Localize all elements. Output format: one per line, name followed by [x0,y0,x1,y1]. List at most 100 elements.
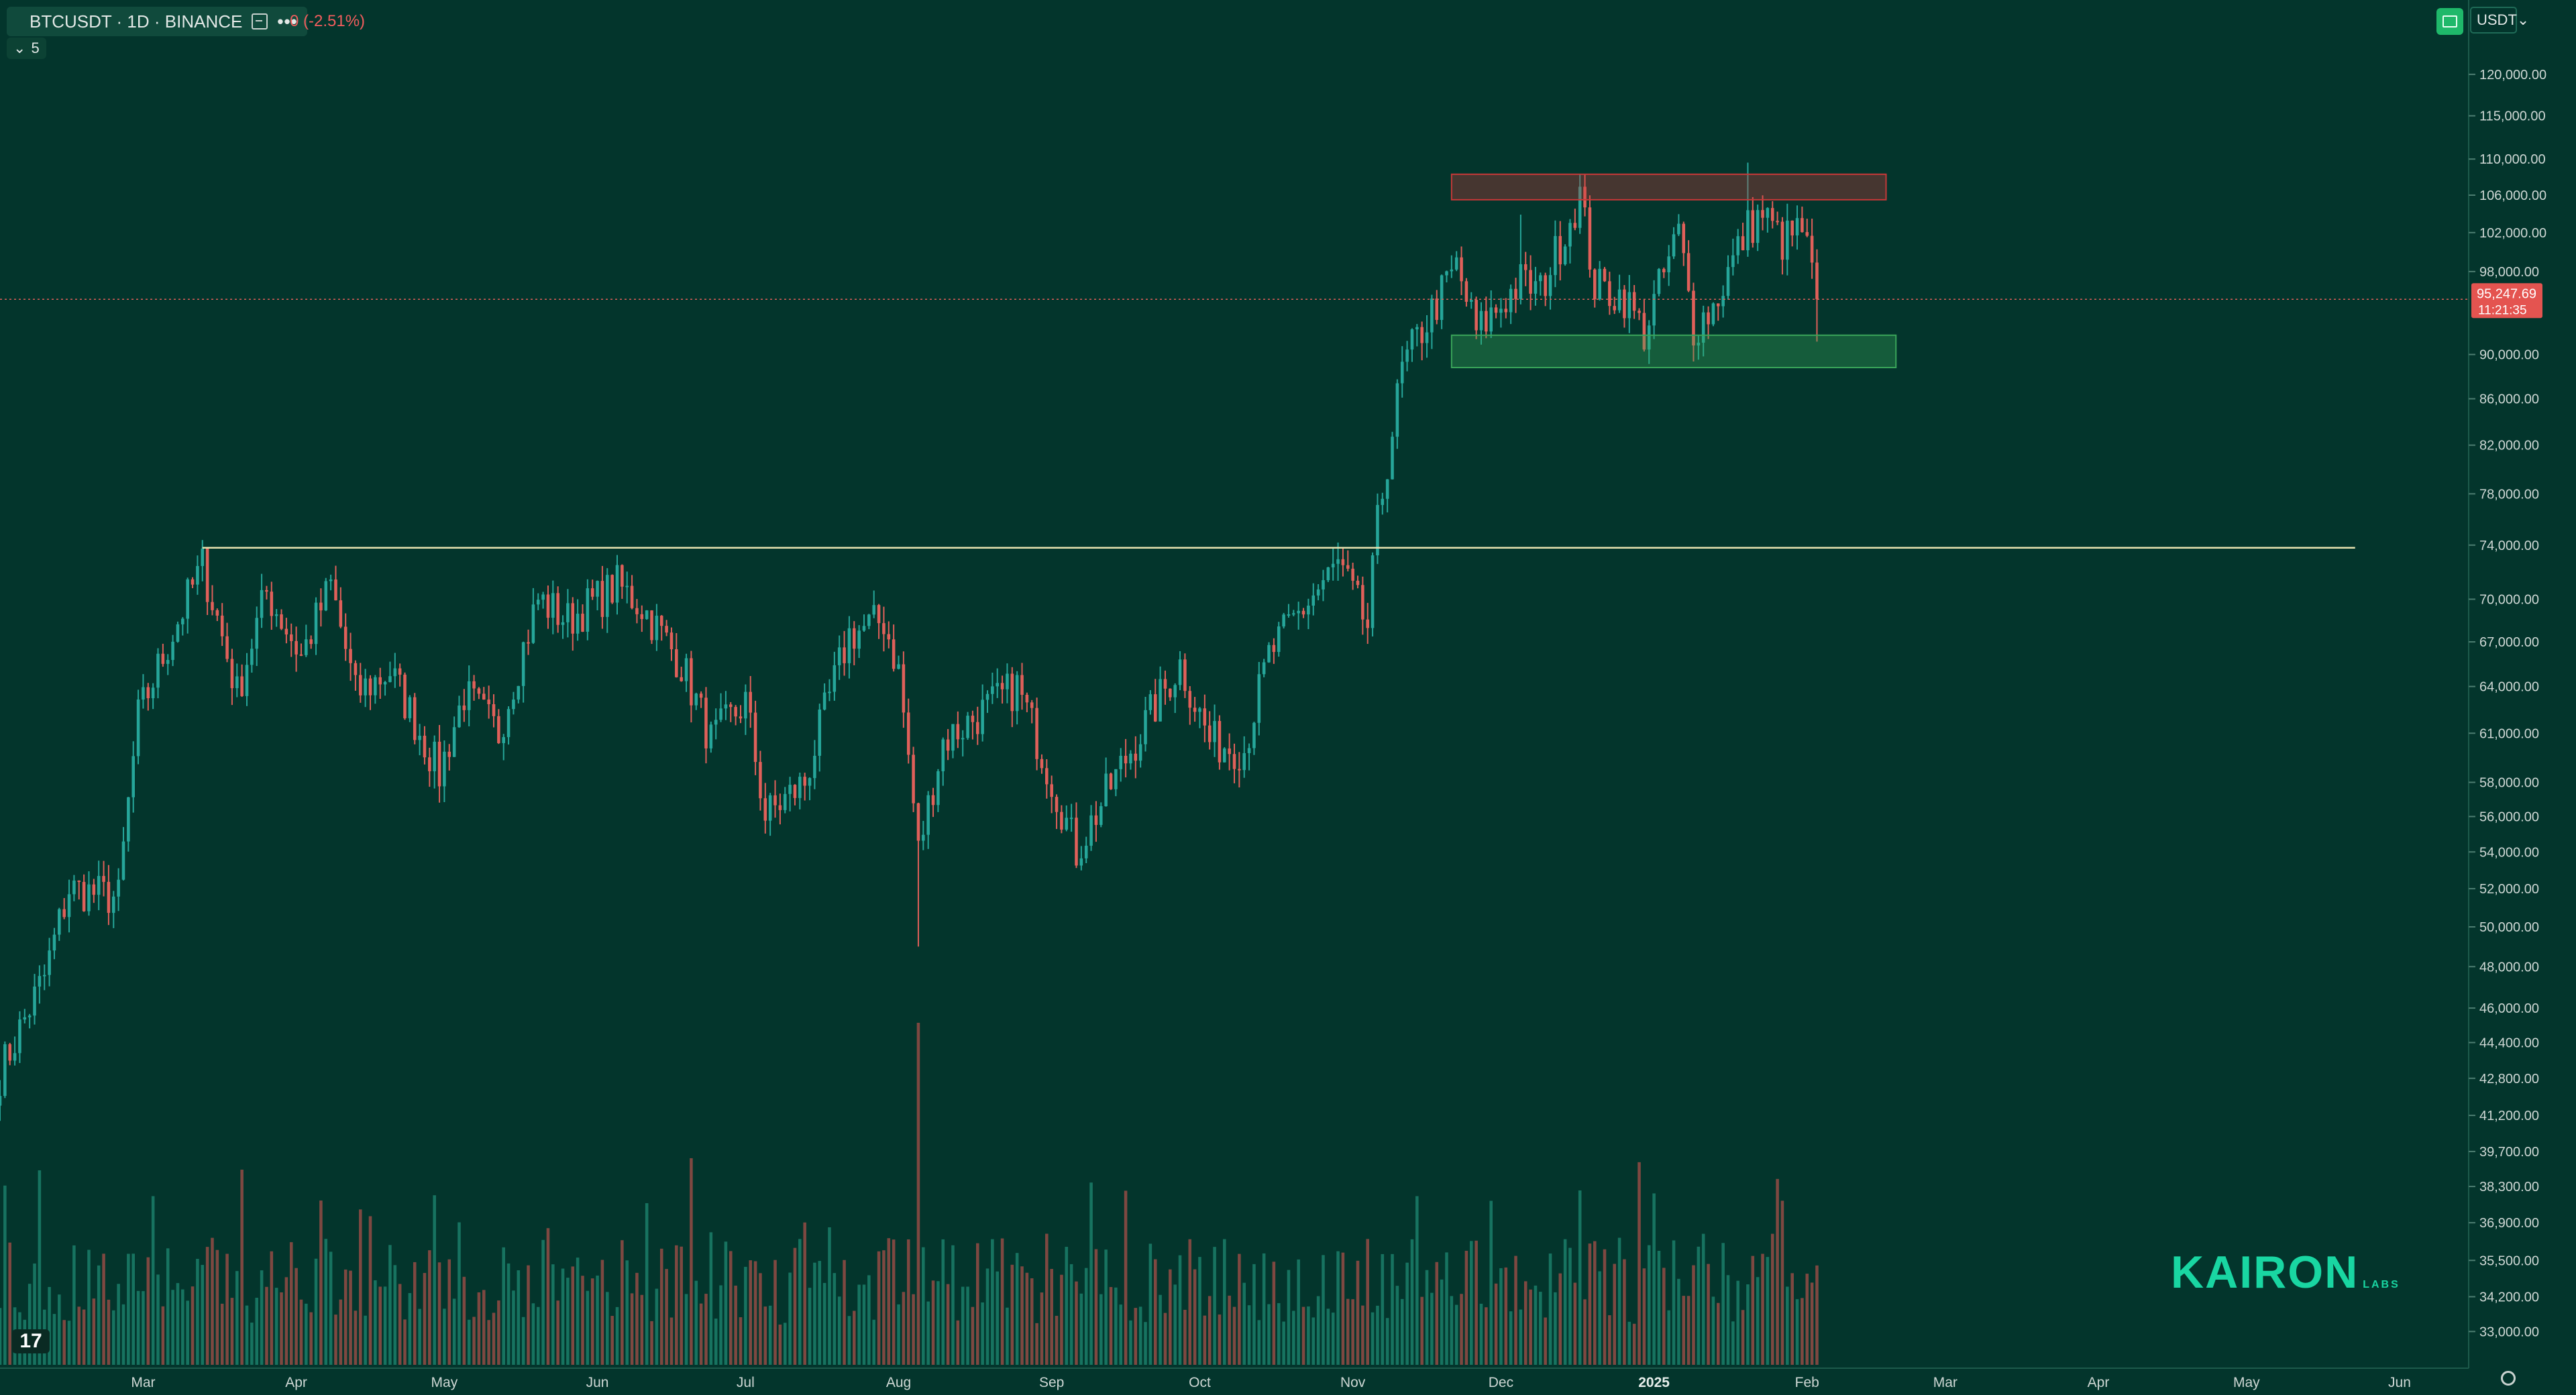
price-tick-label: 44,400.00 [2479,1036,2539,1050]
volume-bar [1153,1259,1157,1365]
candle-body [443,751,446,787]
candle-body [991,686,994,694]
more-icon[interactable]: ••• [277,11,298,32]
volume-bar [768,1305,772,1365]
candle-body [1385,479,1389,499]
candle-body [936,771,940,805]
candle-body [339,600,343,627]
volume-bar [906,1239,910,1365]
price-tick-label: 70,000.00 [2479,592,2539,607]
volume-bar [1326,1308,1330,1365]
candle-body [413,697,417,740]
candle-body [1361,585,1364,620]
volume-bar [975,1243,979,1365]
candle-body [447,751,451,757]
candle-body [1805,232,1809,236]
volume-bar [996,1271,1000,1365]
volume-bar [1534,1285,1538,1365]
candle-body [67,894,71,917]
volume-bar [788,1272,792,1365]
candle-body [343,626,347,649]
candle-body [1435,298,1439,320]
volume-bar [1356,1260,1360,1365]
candle-body [1247,748,1251,753]
candle-body [418,735,421,740]
volume-bar [1193,1269,1197,1365]
candle-body [383,681,387,685]
candle-body [1203,708,1207,726]
volume-bar [798,1239,802,1365]
volume-bar [931,1280,935,1365]
indicator-toggle[interactable]: ⌄ 5 [7,38,46,59]
candle-body [531,604,535,643]
candle-body [763,798,767,821]
volume-bar [1218,1314,1222,1365]
volume-bar [1242,1282,1246,1365]
candle-body [166,660,170,664]
volume-bar [1322,1255,1325,1365]
candle-body [985,693,989,700]
volume-bar [1188,1239,1192,1365]
candle-body [645,610,649,620]
candle-body [1267,645,1271,663]
time-tick-label: Aug [886,1375,911,1390]
candle-body [250,649,254,665]
support-zone[interactable] [1450,334,1897,369]
volume-bar [1810,1282,1814,1365]
volume-bar [749,1260,753,1365]
resistance-zone[interactable] [1450,173,1887,201]
candle-body [1316,589,1320,596]
candle-body [1336,559,1340,564]
volume-bar [1485,1307,1488,1365]
volume-bar [803,1222,806,1365]
volume-bar [1228,1295,1231,1365]
candle-body [675,649,678,677]
symbol-label[interactable]: BTCUSDT · 1D · BINANCE [30,11,243,32]
candle-body [828,691,831,693]
volume-bar [1316,1296,1320,1365]
volume-bar [452,1298,456,1365]
candle-body [912,755,915,803]
volume-bar [1499,1268,1503,1365]
volume-bar [1795,1299,1799,1365]
volume-bar [186,1300,189,1365]
compare-icon[interactable] [252,13,268,30]
candle-body [1277,626,1281,653]
volume-bar [916,1023,920,1365]
candle-body [1638,311,1641,313]
candle-body [1015,675,1019,712]
candle-body [600,581,604,617]
tradingview-logo-icon[interactable]: 17 [12,1329,50,1353]
price-axis: 120,000.00 115,000.00 110,000.00 106,000.00… [2468,0,2546,1368]
volume-bar [1094,1249,1098,1365]
volume-bar [1721,1243,1725,1365]
candle-body [1346,565,1350,569]
symbol-header[interactable]: BTCUSDT · 1D · BINANCE ••• [7,7,307,36]
volume-bar [398,1284,402,1365]
candle-body [1104,773,1108,807]
volume-bar [546,1228,550,1365]
candle-body [1020,675,1024,695]
screenshot-icon[interactable] [2436,8,2463,35]
candle-body [502,737,506,744]
candle-body [142,687,145,700]
candle-body [1578,186,1582,228]
volume-bar [1474,1240,1478,1365]
volume-bar [111,1310,115,1365]
volume-bar [763,1306,767,1365]
volume-bar [3,1185,7,1365]
chevron-down-icon[interactable]: ⌄ [13,40,26,56]
candle-body [1504,309,1508,313]
time-tick-label: Mar [1933,1375,1957,1390]
currency-select[interactable]: USDT ⌄ [2470,7,2529,34]
settings-gear-icon[interactable] [2501,1371,2516,1386]
candle-body [506,709,511,738]
candle-body [289,634,293,641]
candle-body [906,712,910,755]
candle-body [1450,269,1454,272]
volume-bar [828,1227,831,1365]
candle-body [1603,268,1607,282]
candle-body [1356,580,1360,585]
brand-name: KAIRON [2171,1247,2359,1298]
